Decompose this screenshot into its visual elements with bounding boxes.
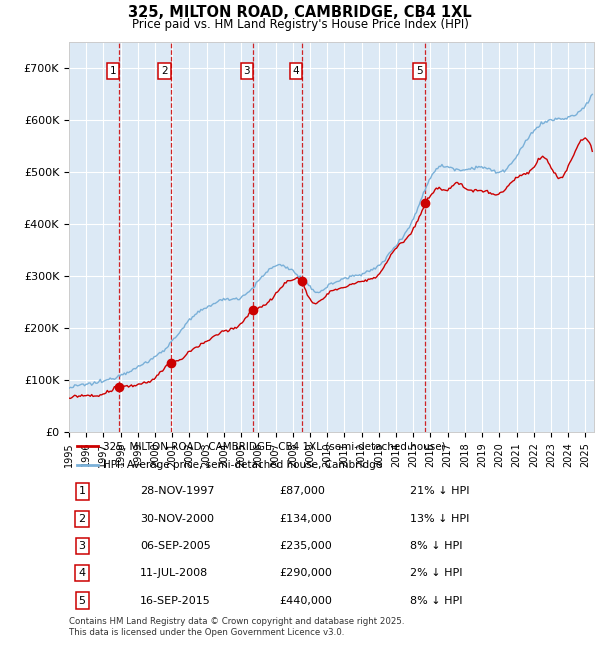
Text: 16-SEP-2015: 16-SEP-2015	[140, 595, 211, 606]
Text: 4: 4	[293, 66, 299, 76]
Text: 3: 3	[79, 541, 86, 551]
Text: 3: 3	[244, 66, 250, 76]
Text: 2: 2	[161, 66, 168, 76]
Text: £87,000: £87,000	[279, 486, 325, 497]
Text: 06-SEP-2005: 06-SEP-2005	[140, 541, 211, 551]
Text: 325, MILTON ROAD, CAMBRIDGE, CB4 1XL (semi-detached house): 325, MILTON ROAD, CAMBRIDGE, CB4 1XL (se…	[103, 441, 446, 451]
Text: 2: 2	[79, 514, 86, 524]
Text: 11-JUL-2008: 11-JUL-2008	[140, 568, 208, 578]
Text: 4: 4	[79, 568, 86, 578]
Text: £134,000: £134,000	[279, 514, 332, 524]
Text: HPI: Average price, semi-detached house, Cambridge: HPI: Average price, semi-detached house,…	[103, 460, 382, 470]
Text: £440,000: £440,000	[279, 595, 332, 606]
Text: Price paid vs. HM Land Registry's House Price Index (HPI): Price paid vs. HM Land Registry's House …	[131, 18, 469, 31]
Text: 8% ↓ HPI: 8% ↓ HPI	[410, 541, 463, 551]
Text: £235,000: £235,000	[279, 541, 332, 551]
Text: 21% ↓ HPI: 21% ↓ HPI	[410, 486, 470, 497]
Text: 325, MILTON ROAD, CAMBRIDGE, CB4 1XL: 325, MILTON ROAD, CAMBRIDGE, CB4 1XL	[128, 5, 472, 20]
Text: 28-NOV-1997: 28-NOV-1997	[140, 486, 214, 497]
Text: 13% ↓ HPI: 13% ↓ HPI	[410, 514, 470, 524]
Text: 5: 5	[416, 66, 423, 76]
Text: Contains HM Land Registry data © Crown copyright and database right 2025.
This d: Contains HM Land Registry data © Crown c…	[69, 618, 404, 637]
Text: 2% ↓ HPI: 2% ↓ HPI	[410, 568, 463, 578]
Text: £290,000: £290,000	[279, 568, 332, 578]
Text: 5: 5	[79, 595, 86, 606]
Text: 30-NOV-2000: 30-NOV-2000	[140, 514, 214, 524]
Text: 8% ↓ HPI: 8% ↓ HPI	[410, 595, 463, 606]
Text: 1: 1	[110, 66, 116, 76]
Text: 1: 1	[79, 486, 86, 497]
